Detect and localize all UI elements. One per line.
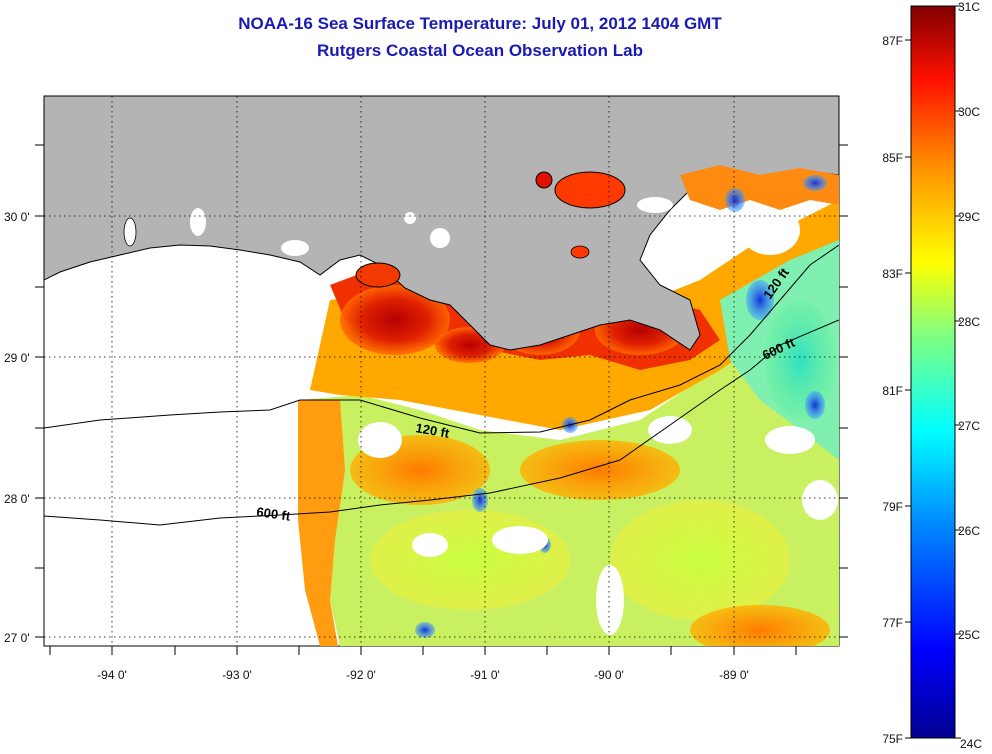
cloud-patch — [492, 526, 548, 554]
colorbar-label-c: 29C — [958, 210, 980, 224]
delta-waters — [680, 165, 839, 210]
inland-lake — [554, 171, 626, 209]
colorbar-label-c: 27C — [958, 419, 980, 433]
lon-label: -92 0' — [346, 668, 376, 682]
colorbar-label-f: 85F — [882, 151, 903, 165]
colorbar-label-c: 25C — [958, 628, 980, 642]
coastal-lake — [355, 262, 401, 288]
colorbar-label-f: 79F — [882, 500, 903, 514]
lon-label: -90 0' — [594, 668, 624, 682]
colorbar-label-c: 28C — [958, 315, 980, 329]
contour-600ft — [44, 319, 839, 526]
colorbar-label-f: 75F — [882, 732, 903, 746]
contour-120ft — [44, 244, 839, 434]
map-subtitle: Rutgers Coastal Ocean Observation Lab — [317, 41, 643, 60]
colorbar-label-c: 31C — [958, 0, 980, 14]
colorbar — [910, 5, 956, 739]
colorbar-label-f: 77F — [882, 616, 903, 630]
colorbar-label-c: 30C — [958, 105, 980, 119]
contour-label-600ft-west: 600 ft — [256, 504, 292, 524]
sst-orange-band — [310, 200, 839, 430]
graticule — [44, 96, 839, 646]
sst-field — [44, 96, 839, 646]
sst-west-strip — [298, 400, 345, 646]
colorbar-label-c: 24C — [960, 737, 982, 751]
lat-label: 27 0' — [4, 631, 30, 645]
colorbar-label-f: 83F — [882, 267, 903, 281]
lat-label: 29 0' — [4, 351, 30, 365]
axis-ticks — [35, 144, 848, 655]
colorbar-label-f: 87F — [882, 34, 903, 48]
lat-label: 30 0' — [4, 210, 30, 224]
lat-label: 28 0' — [4, 492, 30, 506]
land-mass — [44, 96, 839, 351]
lon-label: -93 0' — [222, 668, 252, 682]
contour-label-120ft-west: 120 ft — [414, 420, 451, 441]
lon-label: -91 0' — [470, 668, 500, 682]
map-title: NOAA-16 Sea Surface Temperature: July 01… — [238, 14, 722, 33]
lon-label: -89 0' — [719, 668, 749, 682]
colorbar-label-c: 26C — [958, 524, 980, 538]
colorbar-label-f: 81F — [882, 384, 903, 398]
colorbar-ticks — [905, 5, 961, 739]
lon-label: -94 0' — [97, 668, 127, 682]
